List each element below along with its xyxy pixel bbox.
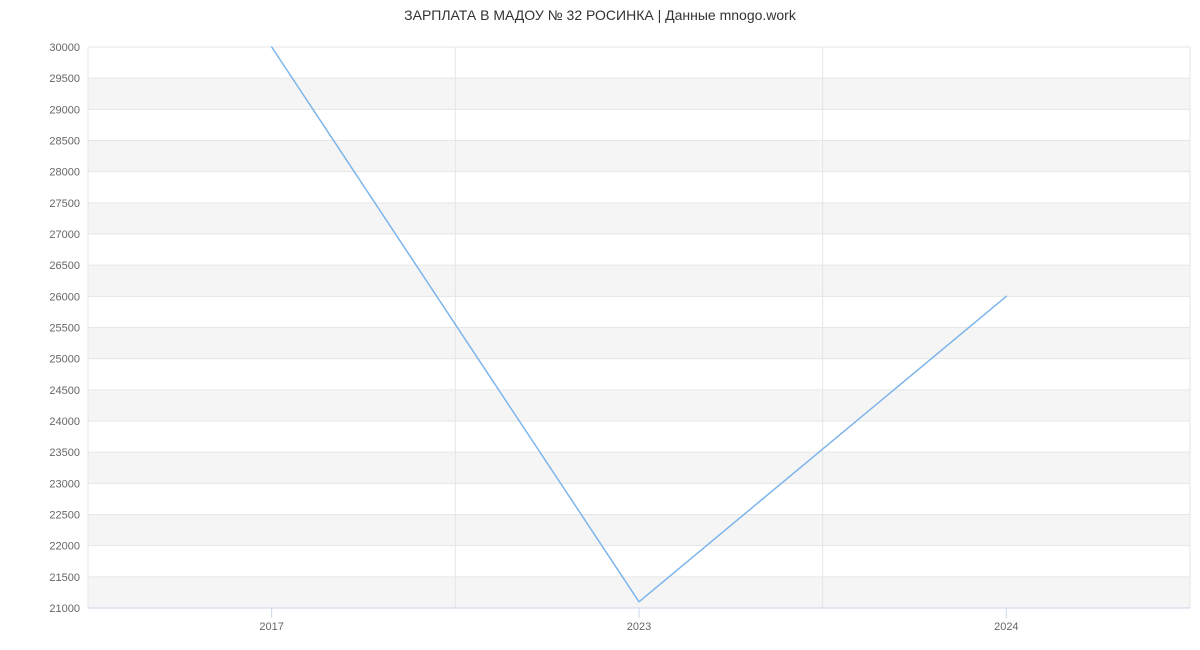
y-tick-label: 29000: [49, 104, 80, 116]
grid-band: [88, 141, 1190, 172]
grid-band: [88, 577, 1190, 608]
x-tick-label: 2024: [994, 621, 1018, 633]
y-tick-label: 27500: [49, 198, 80, 210]
y-tick-label: 21000: [49, 603, 80, 615]
y-tick-label: 22500: [49, 510, 80, 522]
grid-band: [88, 328, 1190, 359]
y-tick-label: 26000: [49, 291, 80, 303]
y-tick-label: 27000: [49, 229, 80, 241]
x-tick-label: 2017: [259, 621, 283, 633]
y-tick-label: 28000: [49, 167, 80, 179]
chart-title: ЗАРПЛАТА В МАДОУ № 32 РОСИНКА | Данные m…: [0, 7, 1200, 23]
y-tick-label: 24000: [49, 416, 80, 428]
grid-band: [88, 265, 1190, 296]
y-tick-label: 22000: [49, 541, 80, 553]
y-tick-label: 25000: [49, 354, 80, 366]
y-tick-label: 30000: [49, 42, 80, 54]
grid-band: [88, 203, 1190, 234]
y-tick-label: 26500: [49, 260, 80, 272]
grid-band: [88, 452, 1190, 483]
grid-band: [88, 515, 1190, 546]
y-tick-label: 29500: [49, 73, 80, 85]
y-tick-label: 21500: [49, 572, 80, 584]
chart-svg: 2017 2023 2024 21000 21500 22000 22500 23000 235…: [0, 0, 1200, 650]
x-tick-label: 2023: [627, 621, 651, 633]
y-tick-label: 23500: [49, 447, 80, 459]
grid-band: [88, 390, 1190, 421]
y-tick-label: 24500: [49, 385, 80, 397]
y-tick-label: 23000: [49, 478, 80, 490]
y-tick-label: 28500: [49, 136, 80, 148]
y-tick-label: 25500: [49, 323, 80, 335]
salary-line-chart: ЗАРПЛАТА В МАДОУ № 32 РОСИНКА | Данные m…: [0, 0, 1200, 650]
grid-band: [88, 78, 1190, 109]
